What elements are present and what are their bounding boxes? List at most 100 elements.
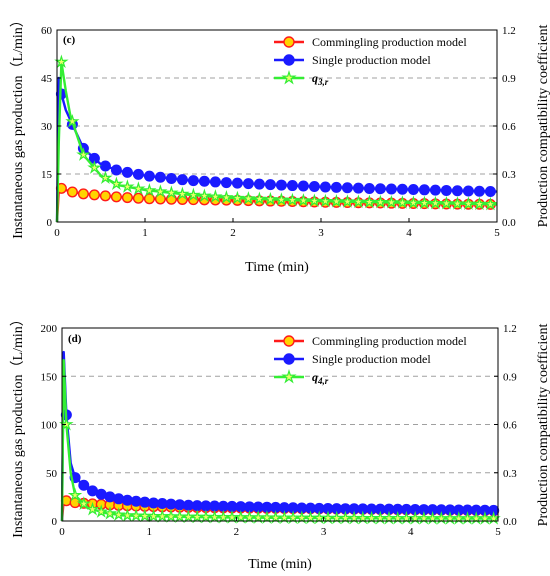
series-3-point xyxy=(76,496,91,510)
series-3-point xyxy=(442,511,458,525)
series-3-point xyxy=(67,487,83,502)
series-2-point xyxy=(363,182,375,194)
series-2-point xyxy=(220,177,232,189)
series-2-point xyxy=(264,179,276,191)
series-3-point xyxy=(186,187,201,202)
series-3-point xyxy=(198,509,214,524)
series-3-point xyxy=(417,195,432,210)
series-3-point xyxy=(224,509,240,524)
series-3-point xyxy=(111,507,126,521)
series-3-point xyxy=(76,147,91,161)
y-tick-label: 0 xyxy=(47,217,53,229)
series-3-point xyxy=(216,509,231,524)
series-2-point xyxy=(176,174,188,186)
series-2-point xyxy=(407,183,419,195)
y-tick-label: 50 xyxy=(46,468,58,480)
series-1-point xyxy=(66,186,78,198)
series-3-point xyxy=(189,509,205,524)
series-2-point xyxy=(352,182,364,194)
series-3-point xyxy=(87,160,102,174)
series-2-point xyxy=(154,171,166,183)
series-3-point xyxy=(428,195,443,210)
series-2-point xyxy=(121,166,133,178)
y2-tick-label: 0.6 xyxy=(502,121,516,133)
series-3-point xyxy=(285,192,300,207)
series-2-point xyxy=(418,184,430,196)
series-2-point xyxy=(165,172,177,184)
legend-swatch-marker xyxy=(283,353,295,365)
series-2-point xyxy=(374,183,386,195)
series-3-point xyxy=(252,191,267,206)
legend-swatch-marker xyxy=(281,368,297,384)
x-tick-label: 0 xyxy=(59,526,65,538)
legend-label: q3,r xyxy=(312,71,329,87)
legend-label: Commingling production model xyxy=(312,35,467,49)
series-2-point xyxy=(113,493,125,505)
series-1-point xyxy=(77,188,89,200)
series-3-point xyxy=(181,509,196,523)
series-3-point xyxy=(451,511,466,525)
series-1-point xyxy=(121,192,133,204)
y-axis-title: Instantaneous gas production（L/min） xyxy=(10,13,26,239)
x-tick-label: 3 xyxy=(318,227,324,239)
y2-axis-title: Production compatibility coefficient xyxy=(536,25,550,228)
legend-swatch-marker xyxy=(281,69,297,85)
series-2-point xyxy=(231,177,243,189)
series-3-point xyxy=(439,196,454,210)
series-2-point xyxy=(385,183,397,195)
series-3-point xyxy=(65,114,80,128)
series-3-point xyxy=(483,196,498,211)
gridlines xyxy=(57,77,497,175)
series-2-point xyxy=(286,180,298,192)
gridlines xyxy=(62,375,498,474)
series-3-point xyxy=(94,504,109,518)
series-layer xyxy=(59,350,501,525)
x-axis-title: Time (min) xyxy=(245,260,309,275)
y-tick-label: 150 xyxy=(41,371,58,383)
series-3-point xyxy=(120,179,135,193)
series-2-point xyxy=(132,168,144,180)
series-2-point xyxy=(473,185,485,197)
legend-label: Single production model xyxy=(312,352,431,366)
y-axis-title: Instantaneous gas production（L/min） xyxy=(10,312,26,538)
series-3-point xyxy=(137,508,153,523)
panel-label: (d) xyxy=(68,333,82,345)
x-tick-label: 4 xyxy=(408,526,414,538)
panel-d: 0 50 100 150 200 0.0 0.3 0.6 0.9 1.2 0 1 2 3 4 5 (d) Ti… xyxy=(10,312,550,572)
series-3-point xyxy=(241,191,256,205)
series-2-point xyxy=(462,185,474,197)
series-layer xyxy=(54,54,498,223)
series-3-point xyxy=(207,509,222,524)
series-1-point xyxy=(110,191,122,203)
legend-label: q4,r xyxy=(312,370,329,386)
series-3-point xyxy=(296,193,311,207)
x-tick-label: 4 xyxy=(406,227,412,239)
x-tick-label: 5 xyxy=(495,526,501,538)
series-3-point xyxy=(461,196,476,210)
y-tick-label: 30 xyxy=(41,121,53,133)
series-3-point xyxy=(263,191,278,206)
series-1-point xyxy=(99,190,111,202)
x-tick-label: 5 xyxy=(494,227,500,239)
series-2-point xyxy=(143,170,155,182)
series-3-point xyxy=(197,188,212,203)
y-tick-label: 45 xyxy=(41,73,53,85)
legend: Commingling production model Single produ… xyxy=(274,334,467,386)
series-3-point xyxy=(307,193,322,208)
y2-tick-label: 0.0 xyxy=(503,516,517,528)
series-3-point xyxy=(472,196,487,211)
series-3-point xyxy=(172,509,187,523)
y-tick-label: 60 xyxy=(41,25,53,37)
series-3-point xyxy=(146,508,161,523)
series-3-point xyxy=(318,193,333,208)
x-tick-label: 2 xyxy=(234,526,240,538)
series-2-point xyxy=(104,491,116,503)
y-tick-label: 0 xyxy=(52,516,58,528)
y2-axis-title: Production compatibility coefficient xyxy=(536,324,550,527)
x-axis-title: Time (min) xyxy=(248,557,312,572)
series-3-point xyxy=(395,195,410,209)
y2-tick-label: 0.0 xyxy=(502,217,516,229)
series-3-point xyxy=(163,509,179,523)
